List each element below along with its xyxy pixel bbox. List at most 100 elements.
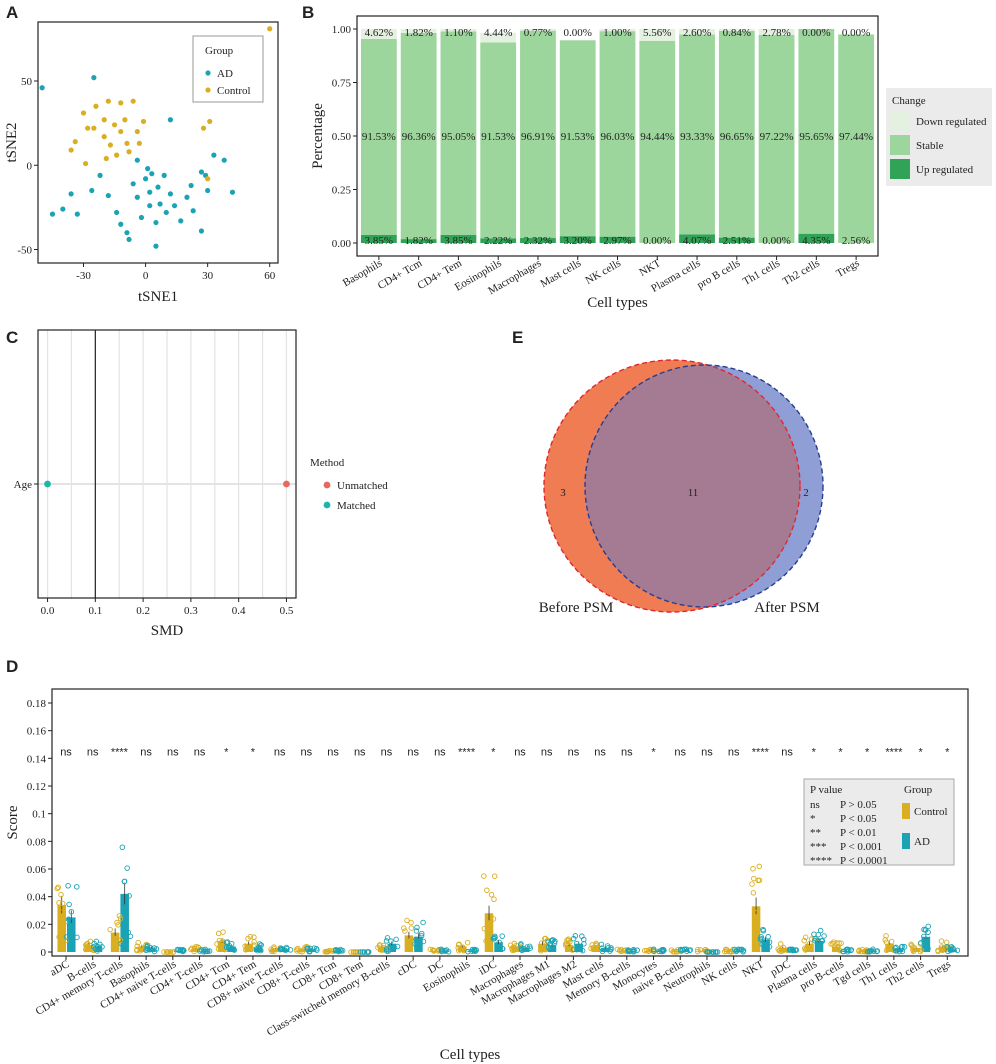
data-label-up: 2.22%: [484, 235, 512, 247]
jitter-point-control: [107, 926, 113, 933]
legend-title: Method: [310, 457, 345, 469]
jitter-point-control: [401, 925, 407, 931]
jitter-point-control: [62, 919, 68, 925]
jitter-point-ad: [438, 948, 445, 955]
data-label-up: 3.85%: [444, 235, 472, 247]
bar-control: [912, 947, 921, 952]
legend-swatch-stable: [890, 135, 910, 155]
data-point-ad: [167, 191, 174, 197]
data-point-ad: [145, 166, 151, 172]
jitter-point-control: [775, 946, 781, 952]
data-label-up: 0.00%: [643, 235, 671, 247]
jitter-point-control: [943, 939, 950, 946]
bar-control: [217, 940, 227, 952]
jitter-point-control: [459, 944, 466, 950]
x-tick-label: 0.5: [280, 605, 294, 617]
data-label-up: 3.20%: [564, 235, 592, 247]
data-label-stable: 95.05%: [441, 131, 475, 143]
legend-entry-ad: AD: [217, 68, 233, 80]
data-point-control: [200, 125, 207, 131]
jitter-point-control: [697, 947, 704, 953]
jitter-point-ad: [650, 948, 657, 954]
jitter-point-control: [242, 947, 249, 953]
bar-ad: [814, 940, 824, 952]
data-point-ad: [97, 172, 103, 178]
jitter-point-ad: [892, 945, 898, 951]
x-tick-label: NKT: [637, 257, 663, 279]
jitter-point-control: [777, 941, 784, 947]
bar-stable: [360, 38, 397, 235]
legend-pvalue-symbol: *: [810, 813, 816, 825]
jitter-point-control: [917, 948, 924, 955]
plot-frame: [37, 21, 279, 264]
data-point-control: [72, 139, 78, 145]
jitter-point-control: [807, 940, 813, 947]
data-label-down: 1.10%: [444, 27, 472, 39]
bar-control: [244, 943, 253, 952]
jitter-point-control: [481, 925, 488, 932]
bar-up-regulated: [798, 233, 835, 243]
significance-label: *: [224, 746, 229, 758]
jitter-point-ad: [124, 865, 130, 871]
data-point-ad: [155, 184, 161, 190]
significance-label: ****: [458, 746, 476, 758]
jitter-point-control: [751, 875, 757, 882]
bar-stable: [679, 34, 715, 235]
jitter-point-control: [694, 948, 701, 955]
jitter-point-ad: [545, 939, 551, 945]
jitter-point-ad: [598, 941, 605, 948]
jitter-point-control: [134, 943, 140, 950]
legend-entry-matched: Matched: [337, 500, 376, 512]
y-tick-label: 0.50: [332, 131, 352, 143]
jitter-point-ad: [496, 939, 502, 946]
jitter-point-ad: [121, 878, 128, 885]
bar-control: [538, 943, 547, 952]
jitter-point-ad: [206, 948, 213, 954]
jitter-point-ad: [815, 931, 822, 938]
venn-label-after-psm: After PSM: [754, 600, 819, 616]
panel-letter-b: B: [302, 3, 314, 22]
data-point-ad: [68, 191, 74, 197]
jitter-point-ad: [713, 949, 719, 955]
jitter-point-control: [838, 940, 844, 947]
jitter-point-control: [668, 947, 675, 953]
data-label-stable: 97.22%: [760, 131, 794, 143]
jitter-point-ad: [144, 945, 151, 952]
data-label-up: 2.56%: [842, 235, 870, 247]
data-label-stable: 93.33%: [680, 131, 714, 143]
jitter-point-ad: [391, 944, 398, 951]
jitter-point-ad: [92, 945, 99, 952]
data-label-up: 2.51%: [723, 235, 751, 247]
jitter-point-ad: [656, 948, 662, 955]
bar-stable: [718, 30, 755, 238]
jitter-point-ad: [465, 948, 471, 955]
jitter-point-ad: [65, 882, 71, 889]
bar-up-regulated: [480, 238, 517, 243]
data-point-ad: [161, 172, 167, 178]
bar-stable: [758, 34, 795, 243]
jitter-point-control: [84, 943, 90, 950]
jitter-point-control: [170, 949, 177, 955]
panel-b-stacked-bar: 0.000.250.500.751.003.85%91.53%4.62%Baso…: [310, 15, 992, 311]
data-label-stable: 96.36%: [402, 131, 436, 143]
significance-label: ns: [407, 746, 419, 758]
bar-down-regulated: [718, 29, 755, 31]
jitter-point-ad: [471, 946, 478, 953]
data-label-down: 4.44%: [484, 27, 512, 39]
jitter-point-ad: [311, 945, 317, 951]
jitter-point-control: [430, 947, 437, 954]
bar-ad: [494, 942, 503, 952]
data-label-up: 1.82%: [404, 235, 432, 247]
jitter-point-ad: [287, 947, 294, 953]
y-tick-label: 50: [21, 76, 33, 88]
jitter-point-ad: [573, 941, 580, 947]
jitter-point-control: [167, 949, 173, 955]
data-label-stable: 94.44%: [640, 131, 674, 143]
legend-marker-matched: [323, 501, 331, 509]
data-label-down: 0.77%: [524, 27, 552, 39]
bar-ad: [387, 943, 397, 952]
jitter-point-ad: [757, 936, 764, 943]
legend-title: Group: [205, 45, 234, 57]
legend-pvalue-text: P < 0.05: [840, 813, 877, 825]
